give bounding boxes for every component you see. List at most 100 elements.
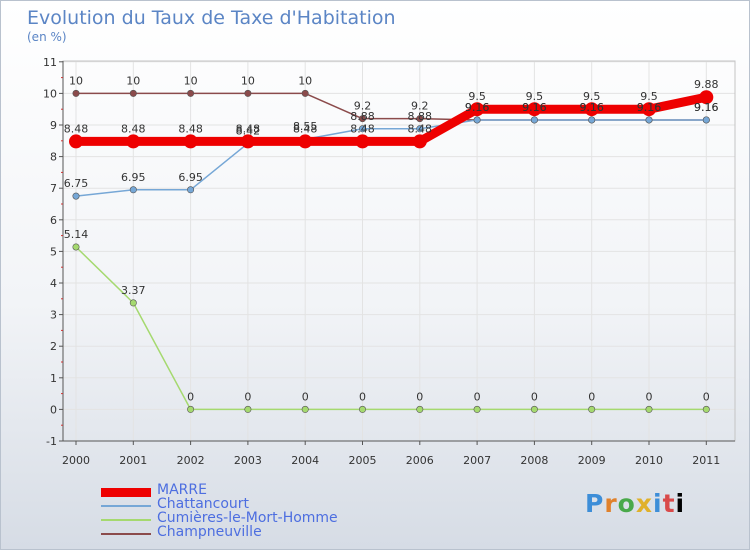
- data-point: [416, 405, 424, 413]
- data-label: 0: [187, 390, 194, 403]
- data-label: 9.5: [526, 90, 544, 103]
- data-label: 9.2: [411, 100, 429, 113]
- data-point: [702, 116, 710, 124]
- y-tick-label: -1: [46, 435, 57, 448]
- legend-swatch-cumieres: [101, 519, 151, 521]
- data-label: 10: [184, 74, 198, 87]
- series-marre: [69, 90, 714, 149]
- x-tick-label: 2004: [291, 454, 319, 467]
- data-point: [527, 102, 542, 117]
- series-cumi-res-le-mort-homme: [72, 243, 710, 413]
- data-point: [473, 116, 481, 124]
- data-label: 8.55: [293, 120, 318, 133]
- data-label: 8.48: [293, 122, 318, 135]
- y-tick-label: 3: [50, 309, 57, 322]
- data-label: 9.88: [694, 78, 719, 91]
- y-tick-label: 9: [50, 119, 57, 132]
- data-point: [699, 90, 714, 105]
- data-label: 0: [244, 390, 251, 403]
- data-label: 0: [703, 390, 710, 403]
- data-label: 9.16: [579, 101, 604, 114]
- y-tick-label: 8: [50, 151, 57, 164]
- data-label: 9.16: [694, 101, 719, 114]
- data-label: 0: [646, 390, 653, 403]
- x-tick-label: 2008: [520, 454, 548, 467]
- data-point: [244, 89, 252, 97]
- data-label: 0: [416, 390, 423, 403]
- series-layer: [69, 89, 714, 413]
- x-tick-label: 2007: [463, 454, 491, 467]
- series-chattancourt: [72, 116, 710, 200]
- data-label: 9.5: [640, 90, 658, 103]
- series-line-cumi-res-le-mort-homme: [75, 246, 708, 411]
- data-point: [645, 405, 653, 413]
- data-point: [244, 405, 252, 413]
- data-point: [69, 134, 83, 149]
- data-label: 8.48: [236, 122, 261, 135]
- data-point: [645, 116, 653, 124]
- x-tick-label: 2009: [578, 454, 606, 467]
- chart-subtitle: (en %): [27, 30, 67, 44]
- y-tick-label: 10: [43, 87, 57, 100]
- data-point: [470, 102, 485, 117]
- data-label: 10: [241, 74, 255, 87]
- y-tick-label: 7: [50, 182, 57, 195]
- data-label: 10: [298, 74, 312, 87]
- data-label: 10: [126, 74, 140, 87]
- data-label: 8.48: [121, 122, 146, 135]
- data-point: [298, 134, 313, 149]
- axes: -1 0 1 2 3 4 5 6 7 8 9 10 11 2000 2001 2002 2003 2004 2005…: [43, 56, 736, 467]
- data-label: 8.48: [408, 122, 433, 135]
- x-tick-label: 2011: [692, 454, 720, 467]
- data-point: [301, 405, 309, 413]
- data-label: 6.95: [121, 171, 146, 184]
- y-tick-label: 2: [50, 340, 57, 353]
- y-tick-label: 1: [50, 372, 57, 385]
- data-label: 9.16: [522, 101, 547, 114]
- data-point: [187, 186, 195, 194]
- data-point: [358, 115, 366, 123]
- y-tick-label: 4: [50, 277, 57, 290]
- data-point: [642, 102, 656, 117]
- data-point: [530, 116, 538, 124]
- grid: [63, 61, 735, 442]
- data-label: 3.37: [121, 284, 146, 297]
- data-point: [301, 89, 309, 97]
- legend-label-champneuville: Champneuville: [157, 524, 262, 540]
- data-point: [588, 405, 596, 413]
- data-label: 9.16: [465, 101, 490, 114]
- data-label: 8.88: [408, 110, 433, 123]
- data-point: [358, 125, 366, 133]
- data-point: [129, 186, 137, 194]
- data-point: [187, 89, 195, 97]
- data-point: [358, 405, 366, 413]
- legend-swatch-chattancourt: [101, 505, 151, 507]
- data-point: [588, 116, 596, 124]
- proxiti-logo: Proxiti: [585, 489, 686, 518]
- y-tick-label: 11: [43, 56, 57, 69]
- x-tick-label: 2000: [62, 454, 90, 467]
- data-label: 0: [531, 390, 538, 403]
- x-tick-label: 2002: [177, 454, 205, 467]
- data-point: [183, 134, 198, 149]
- data-point: [126, 134, 141, 149]
- data-label: 10: [69, 74, 83, 87]
- data-label: 8.48: [350, 122, 375, 135]
- data-label: 9.16: [637, 101, 662, 114]
- legend-label-chattancourt: Chattancourt: [157, 496, 250, 512]
- data-label: 9.16: [522, 101, 547, 114]
- data-label: 0: [359, 390, 366, 403]
- data-label: 5.14: [64, 228, 89, 241]
- data-label: 6.75: [64, 177, 89, 190]
- data-labels: 8.48 8.48 8.48 8.48 8.48 8.48 8.48 9.5 9.5 9.5 9.5…: [64, 74, 719, 403]
- data-point: [72, 243, 80, 251]
- chart-title: Evolution du Taux de Taxe d'Habitation: [27, 7, 396, 29]
- data-point: [240, 134, 255, 149]
- x-tick-label: 2003: [234, 454, 262, 467]
- series-line-chattancourt: [75, 119, 708, 197]
- data-label: 0: [474, 390, 481, 403]
- data-label: 0: [588, 390, 595, 403]
- data-point: [355, 134, 370, 149]
- data-point: [187, 405, 195, 413]
